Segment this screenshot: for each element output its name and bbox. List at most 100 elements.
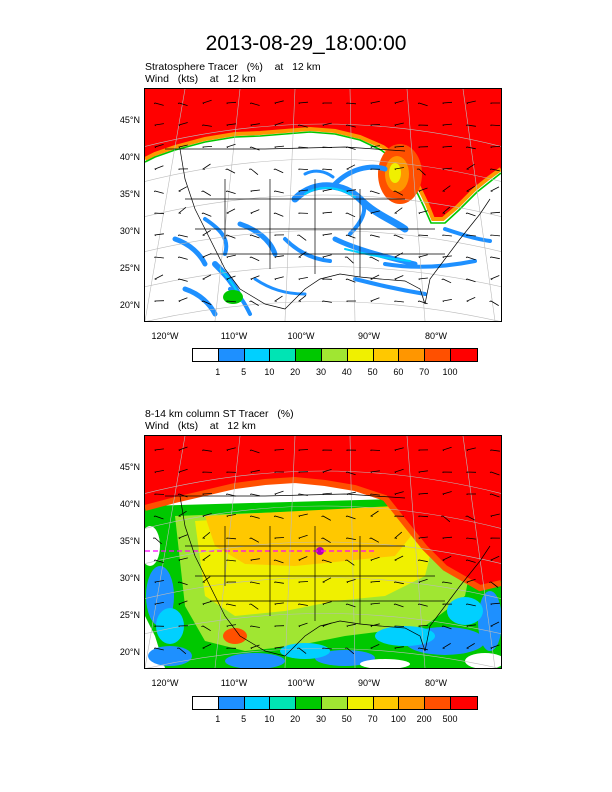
wind-barb [490, 602, 501, 606]
colorbar-tick-label: 10 [264, 714, 275, 724]
wind-barb [370, 168, 381, 171]
wind-barb [466, 163, 475, 170]
colorbar-swatch [270, 349, 297, 361]
wind-barb [154, 300, 165, 303]
panel1-tracer-green-spot [223, 290, 243, 304]
wind-barb [298, 189, 308, 193]
panel1-wind-units: (kts) [177, 73, 199, 85]
wind-barb [344, 256, 354, 264]
colorbar-swatch [218, 349, 245, 361]
panel1-lat-label: 25°N [119, 263, 140, 273]
wind-barb [489, 300, 499, 306]
wind-barb [346, 300, 356, 302]
wind-barb [442, 555, 452, 562]
wind-barb [394, 300, 404, 303]
panel1-lat-label: 40°N [119, 152, 140, 162]
panel2-field-units: (%) [277, 408, 294, 420]
wind-barb [322, 146, 333, 149]
wind-barb [273, 168, 284, 174]
wind-barb [322, 449, 333, 452]
wind-barb [298, 146, 309, 149]
panel2-map-svg [145, 436, 501, 668]
wind-barb [370, 623, 380, 628]
wind-barb [394, 275, 404, 281]
wind-barb [178, 600, 188, 606]
wind-barb [490, 186, 500, 193]
wind-barb [225, 493, 236, 497]
wind-barb [249, 234, 260, 239]
panel2-map[interactable] [144, 435, 502, 669]
wind-barb [154, 448, 164, 452]
wind-barb [442, 491, 452, 496]
wind-barb [370, 470, 380, 474]
wind-barb [202, 643, 212, 650]
panel2-lat-label: 35°N [119, 536, 140, 546]
wind-barb [394, 122, 404, 127]
wind-barb [202, 99, 212, 105]
wind-barb [322, 469, 332, 474]
wind-barb [250, 581, 260, 585]
wind-barb [322, 233, 332, 237]
wind-barb [250, 558, 260, 562]
wind-barb [177, 256, 188, 260]
wind-barb [321, 559, 332, 563]
wind-barb [298, 622, 308, 628]
panel2-orange-band [145, 476, 501, 592]
wind-barb [369, 256, 380, 262]
panel1-field-title: Stratosphere Tracer (%) at 12 km [145, 61, 321, 73]
colorbar-tick-label: 50 [367, 367, 378, 377]
wind-barb [393, 234, 404, 239]
colorbar-tick-label: 5 [241, 714, 247, 724]
wind-barb [178, 186, 188, 192]
wind-barb [153, 102, 164, 106]
wind-barb [418, 492, 429, 496]
wind-barb [370, 602, 381, 606]
panel2-lon-label: 110°W [220, 678, 248, 688]
wind-barb [178, 625, 189, 628]
wind-barb [345, 559, 355, 566]
wind-barb [466, 146, 476, 150]
colorbar-tick-label: 500 [442, 714, 458, 724]
wind-barb [394, 625, 405, 628]
wind-barb [442, 446, 452, 452]
colorbar-tick-label: 30 [315, 367, 326, 377]
wind-barb [490, 124, 501, 127]
wind-barb [274, 100, 284, 105]
wind-barb [346, 579, 356, 584]
wind-barb [322, 492, 333, 496]
wind-barb [490, 644, 500, 650]
wind-barb [202, 531, 211, 539]
panel1-map[interactable] [144, 88, 502, 322]
wind-barb [442, 471, 453, 474]
wind-barb [418, 449, 429, 451]
colorbar-tick-label: 200 [416, 714, 432, 724]
wind-barb [466, 185, 475, 192]
wind-barb [250, 209, 260, 215]
wind-barb [490, 211, 501, 215]
wind-barb [274, 295, 283, 302]
wind-barb [322, 168, 333, 171]
colorbar-tick-label: 70 [367, 714, 378, 724]
panel2-lon-label: 120°W [151, 678, 179, 688]
wind-barb [178, 144, 188, 149]
colorbar-swatch [218, 697, 245, 709]
wind-barb [201, 300, 212, 305]
wind-barb [418, 647, 428, 651]
wind-barb [394, 468, 404, 474]
wind-barb [418, 210, 428, 215]
wind-barb [154, 144, 164, 149]
panel2-colorbar [192, 696, 478, 710]
wind-barb [441, 278, 452, 284]
wind-barb [154, 123, 164, 127]
wind-barb [298, 212, 309, 215]
wind-barb [346, 537, 356, 540]
wind-barb [274, 537, 285, 540]
wind-barb [370, 100, 380, 105]
wind-barb [250, 275, 260, 281]
wind-barb [370, 210, 380, 215]
wind-barb [274, 471, 284, 473]
wind-barb [274, 581, 284, 584]
wind-barb [466, 643, 475, 649]
wind-barb [345, 515, 356, 520]
wind-barb [418, 187, 428, 193]
